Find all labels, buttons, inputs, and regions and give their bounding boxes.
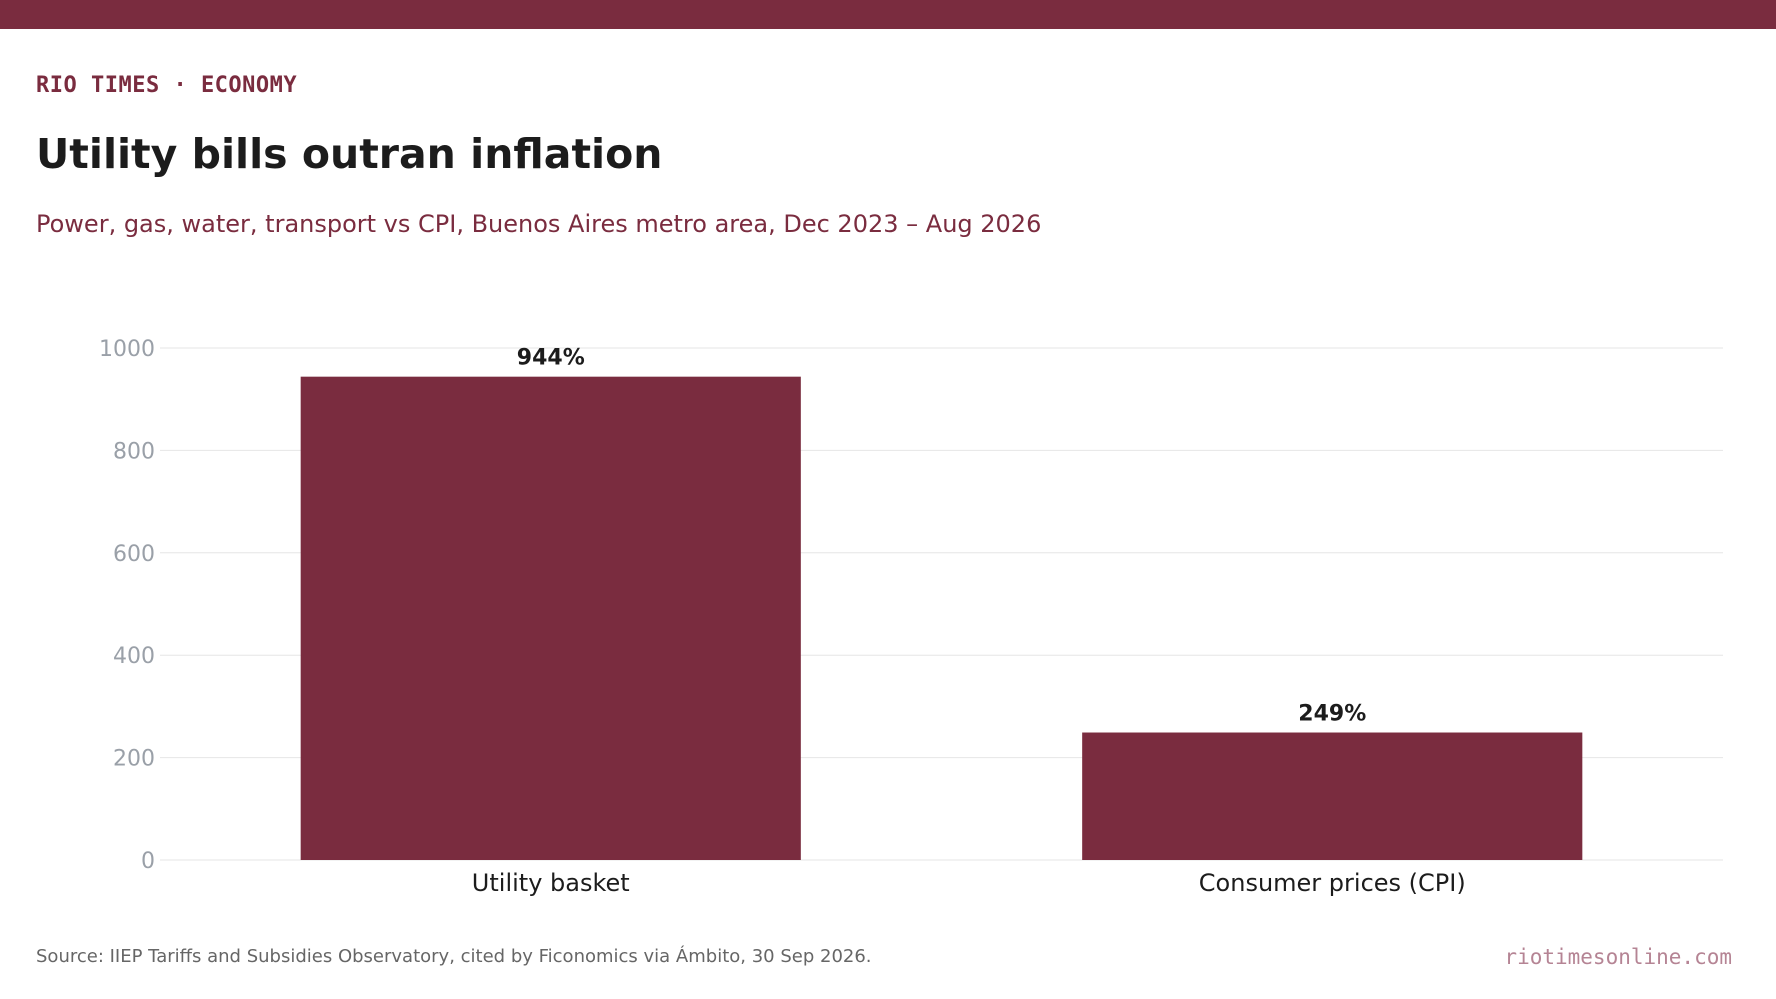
source-note: Source: IIEP Tariffs and Subsidies Obser… [36, 946, 872, 967]
bar-value-label: 944% [517, 346, 585, 371]
section-kicker: RIO TIMES · ECONOMY [36, 73, 298, 98]
y-axis-ticks: 0 200 400 600 800 1000 [99, 337, 155, 874]
bar [300, 376, 801, 860]
top-accent-bar [0, 0, 1776, 29]
bar [1082, 732, 1583, 860]
x-tick-label: Consumer prices (CPI) [1199, 869, 1466, 897]
bars [300, 376, 1583, 860]
y-tick-label: 800 [113, 439, 155, 464]
chart-subtitle: Power, gas, water, transport vs CPI, Bue… [36, 210, 1042, 238]
data-labels: 944% 249% [517, 346, 1366, 727]
y-tick-label: 400 [113, 644, 155, 669]
x-tick-label: Utility basket [472, 869, 630, 897]
y-tick-label: 1000 [99, 337, 155, 362]
bar-value-label: 249% [1298, 702, 1366, 727]
y-tick-label: 600 [113, 542, 155, 567]
chart-title: Utility bills outran inflation [36, 130, 663, 178]
y-tick-label: 0 [141, 849, 155, 874]
y-tick-label: 200 [113, 747, 155, 772]
brand-link[interactable]: riotimesonline.com [1504, 945, 1732, 969]
x-axis-ticks: Utility basket Consumer prices (CPI) [472, 869, 1466, 897]
